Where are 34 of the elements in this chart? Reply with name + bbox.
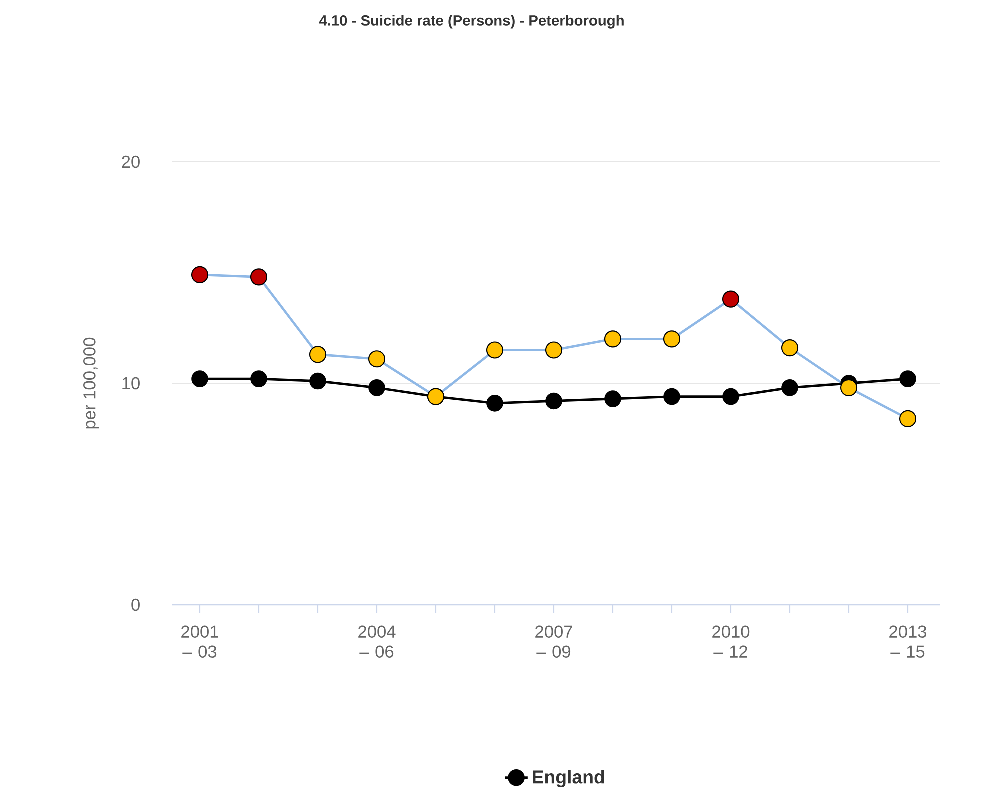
point <box>546 392 562 410</box>
point <box>486 342 504 359</box>
y-tick-label: 10 <box>122 377 140 390</box>
point <box>840 379 858 396</box>
point <box>899 410 917 428</box>
point <box>604 330 622 348</box>
x-tick-label: 2004 – 06 <box>358 626 396 658</box>
chart-title: 4.10 - Suicide rate (Persons) - Peterborough <box>319 15 624 29</box>
point <box>250 268 268 286</box>
y-tick-label: 20 <box>122 156 140 168</box>
x-tick-label: 2007 – 09 <box>536 626 572 658</box>
point <box>309 346 327 364</box>
point <box>368 380 386 396</box>
point <box>545 342 563 359</box>
point <box>604 390 622 408</box>
point <box>191 266 209 284</box>
x-tick-label: 2001 – 03 <box>182 626 218 658</box>
point <box>781 340 799 357</box>
point <box>250 370 268 388</box>
legend-label: England <box>533 770 604 788</box>
point <box>782 380 798 396</box>
x-tick-label: 2013 – 15 <box>890 626 927 658</box>
y-axis-title: per 100,000 <box>84 338 100 429</box>
point <box>192 370 208 388</box>
point <box>663 330 681 348</box>
point <box>722 388 740 406</box>
point <box>368 350 386 368</box>
point <box>722 290 740 308</box>
y-tick-label: 0 <box>132 598 140 612</box>
point <box>486 395 504 412</box>
point <box>900 370 916 388</box>
x-tick-label: 2010 – 12 <box>712 626 750 658</box>
point <box>664 388 680 406</box>
point <box>310 372 326 390</box>
